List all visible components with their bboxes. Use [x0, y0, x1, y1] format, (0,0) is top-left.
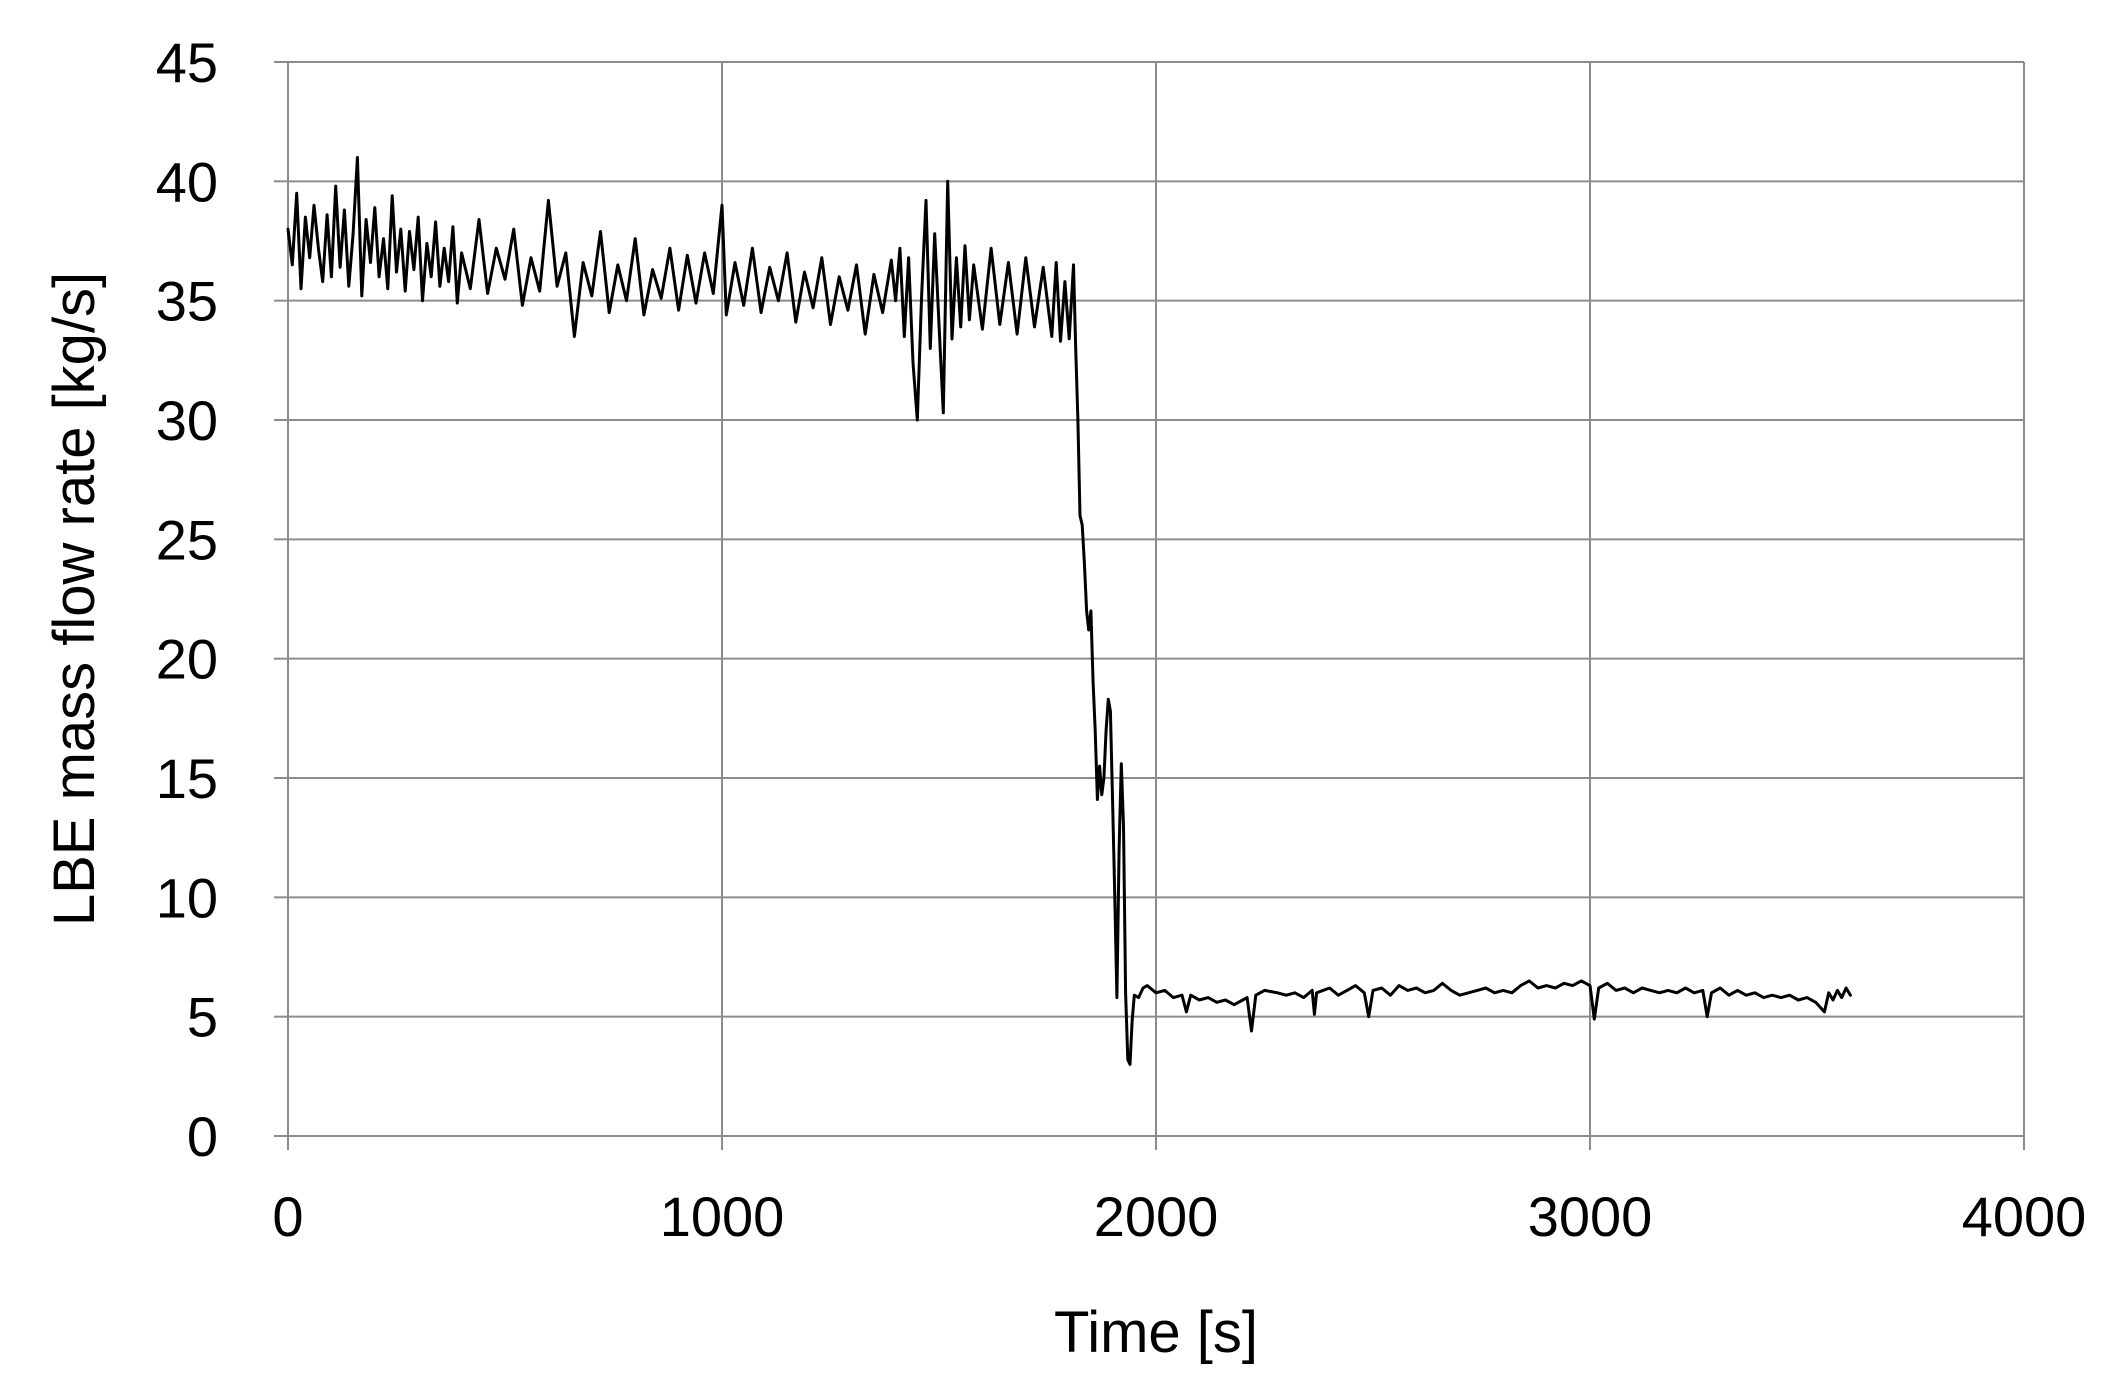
x-tick-labels: 0 1000 2000 3000 4000 — [272, 1185, 2086, 1248]
x-tick-label: 1000 — [660, 1185, 785, 1248]
y-tick-label: 25 — [156, 508, 218, 571]
y-tick-label: 40 — [156, 150, 218, 213]
series-layer — [286, 156, 1852, 1066]
y-tick-label: 20 — [156, 628, 218, 691]
y-tick-label: 45 — [156, 31, 218, 94]
y-axis-title: LBE mass flow rate [kg/s] — [42, 272, 107, 926]
grid-lines — [274, 61, 2025, 1150]
x-tick-label: 4000 — [1962, 1185, 2087, 1248]
y-tick-label: 15 — [156, 747, 218, 810]
y-tick-label: 30 — [156, 389, 218, 452]
x-tick-label: 3000 — [1528, 1185, 1653, 1248]
y-tick-label: 5 — [187, 986, 218, 1049]
y-tick-label: 10 — [156, 866, 218, 929]
x-tick-label: 0 — [272, 1185, 303, 1248]
x-axis-title: Time [s] — [1054, 1300, 1258, 1365]
series-line — [286, 156, 1852, 1066]
x-tick-label: 2000 — [1094, 1185, 1219, 1248]
y-tick-labels: 0 5 10 15 20 25 30 35 40 45 — [156, 31, 218, 1168]
y-tick-label: 35 — [156, 270, 218, 333]
y-tick-label: 0 — [187, 1105, 218, 1168]
